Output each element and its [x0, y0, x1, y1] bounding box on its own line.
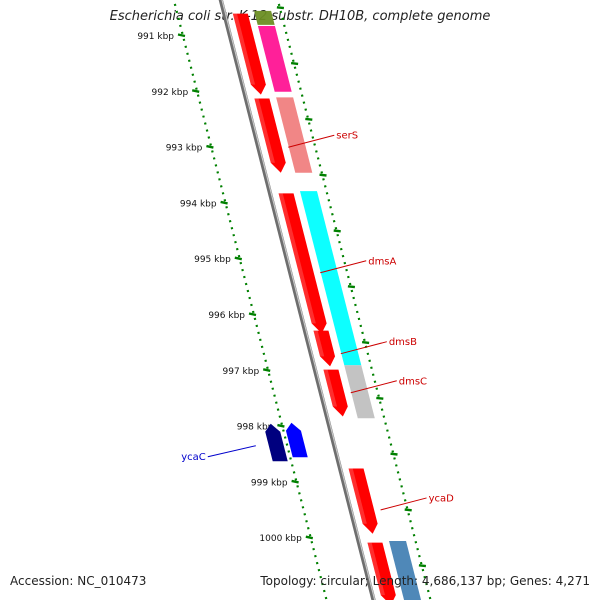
ruler-tick: [191, 89, 200, 93]
ruler-line: [172, 0, 328, 600]
ruler-tick-label: 1000 kbp: [259, 534, 302, 544]
gene-label-leader: [320, 260, 367, 274]
forward-gene-arrow-shade: [323, 369, 338, 407]
gene-label-leader: [350, 380, 397, 394]
reverse-gene-arrow: [265, 423, 288, 462]
ruler-tick: [291, 479, 299, 484]
ruler-tick-label: 992 kbp: [152, 88, 189, 98]
gene-label: ycaC: [181, 452, 206, 463]
backbone-track: [218, 0, 376, 600]
ruler-tick: [206, 144, 214, 149]
gene-label: ycaD: [429, 493, 455, 504]
forward-gene-arrow: [232, 13, 266, 95]
gene-label-leader: [340, 341, 387, 355]
ruler-tick: [277, 423, 285, 428]
feature-bands-track: [254, 10, 422, 600]
outer-ruler-tick: [305, 117, 313, 121]
forward-gene-arrow-shade: [232, 13, 256, 85]
reverse-gene-arrow: [285, 422, 308, 458]
forward-gene-arrow: [278, 193, 327, 334]
feature-band: [389, 540, 422, 600]
gene-label: dmsA: [368, 256, 396, 267]
forward-gene-arrow-shade: [254, 98, 275, 163]
outer-ruler-tick: [290, 61, 299, 66]
forward-cds-track: [232, 13, 396, 600]
backbone-highlight: [221, 0, 376, 600]
gene-label-leader: [207, 445, 256, 458]
outer-ruler-tick: [390, 452, 398, 456]
ruler-tick-label: 998 kbp: [237, 423, 274, 433]
gene-labels: serS dmsA dmsB dmsC ycaC ycaD: [181, 131, 455, 511]
forward-gene-arrow-shade: [348, 468, 367, 524]
outer-ruler-tick: [276, 6, 285, 10]
gene-label: serS: [336, 131, 358, 142]
forward-gene-arrow: [323, 369, 348, 417]
outer-ruler-tick: [333, 229, 341, 233]
feature-band: [276, 97, 313, 173]
gene-label-leader: [288, 134, 335, 148]
reverse-cds-track: [265, 422, 308, 462]
ruler-tick: [234, 256, 243, 261]
gene-label: dmsB: [389, 337, 417, 348]
forward-gene-arrow: [254, 98, 286, 173]
ruler-tick: [305, 535, 314, 540]
gene-label-leader: [380, 497, 427, 511]
ruler-tick: [248, 312, 257, 317]
ruler-track: 991 kbp 992 kbp 993 kbp 994 kbp 995 kbp 996 k…: [137, 0, 432, 600]
ruler-tick-label: 994 kbp: [180, 199, 217, 209]
ruler-tick: [220, 200, 228, 205]
outer-ruler-tick: [319, 173, 327, 177]
outer-ruler-tick: [404, 508, 412, 512]
outer-ruler-tick: [376, 396, 384, 400]
forward-gene-arrow: [367, 542, 396, 600]
ruler-tick-label: 996 kbp: [208, 311, 245, 321]
ruler-tick-label: 991 kbp: [137, 32, 174, 42]
forward-gene-arrow-shade: [313, 330, 325, 357]
outer-ruler-tick: [418, 564, 427, 568]
outer-ruler-tick: [361, 340, 370, 345]
backbone-line: [218, 0, 376, 600]
forward-gene-arrow: [313, 330, 336, 367]
ruler-tick: [177, 33, 186, 38]
outer-ruler-line: [276, 0, 432, 600]
map-title: Escherichia coli str. K-12 substr. DH10B…: [109, 9, 491, 24]
outer-ruler-tick: [347, 285, 356, 289]
gene-label: dmsC: [399, 376, 427, 387]
feature-band: [254, 10, 275, 25]
ruler-tick-label: 999 kbp: [251, 478, 288, 488]
ruler-tick-label: 993 kbp: [166, 144, 203, 154]
ruler-tick-label: 995 kbp: [194, 255, 231, 265]
accession-text: Accession: NC_010473: [10, 574, 147, 588]
forward-gene-arrow: [348, 468, 378, 534]
feature-band: [344, 365, 375, 419]
forward-gene-arrow-shade: [278, 193, 316, 324]
forward-gene-arrow-shade: [367, 542, 386, 596]
ruler-tick: [262, 368, 271, 372]
feature-band: [299, 191, 362, 366]
ruler-tick-label: 997 kbp: [223, 367, 260, 377]
topology-text: Topology: circular; Length: 4,686,137 bp…: [260, 574, 590, 588]
feature-band: [257, 25, 292, 92]
